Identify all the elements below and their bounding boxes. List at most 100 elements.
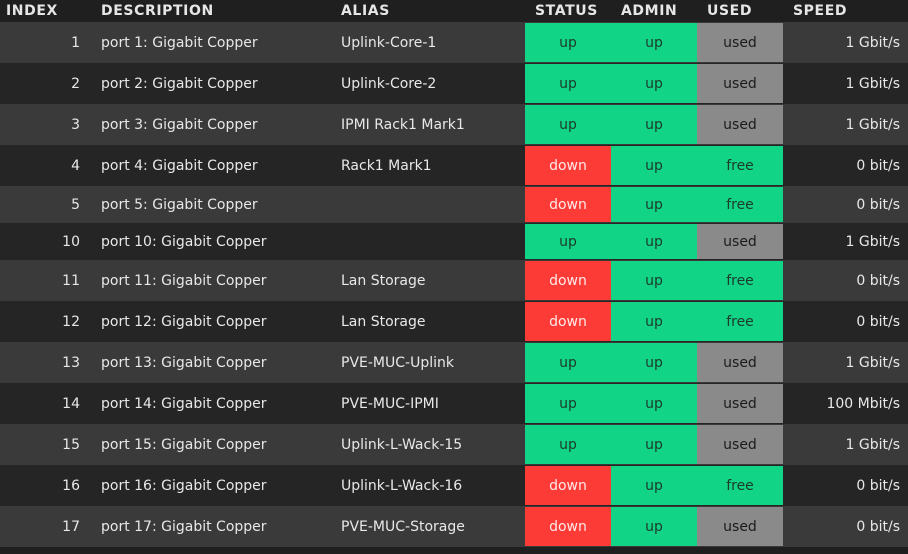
- port-alias: IPMI Rack1 Mark1: [341, 116, 465, 133]
- admin-badge: up: [611, 425, 697, 464]
- header-used[interactable]: USED: [707, 3, 753, 19]
- table-row[interactable]: 1 port 1: Gigabit Copper Uplink-Core-1 up up…: [0, 22, 908, 63]
- port-speed: 0 bit/s: [856, 477, 900, 494]
- port-speed: 0 bit/s: [856, 157, 900, 174]
- table-row[interactable]: 12 port 12: Gigabit Copper Lan Storage down…: [0, 301, 908, 342]
- port-description: port 17: Gigabit Copper: [101, 518, 267, 535]
- port-speed: 1 Gbit/s: [845, 436, 900, 453]
- header-index[interactable]: INDEX: [6, 3, 58, 19]
- admin-badge: up: [611, 466, 697, 505]
- table-row[interactable]: 13 port 13: Gigabit Copper PVE-MUC-Uplink u…: [0, 342, 908, 383]
- port-index: 14: [62, 395, 80, 412]
- port-speed: 100 Mbit/s: [826, 395, 900, 412]
- used-badge: used: [697, 507, 783, 546]
- table-row[interactable]: 5 port 5: Gigabit Copper down up free 0 bit/s: [0, 186, 908, 223]
- used-badge: used: [697, 224, 783, 259]
- admin-badge: up: [611, 105, 697, 144]
- port-alias: Uplink-L-Wack-15: [341, 436, 463, 453]
- table-header: INDEX DESCRIPTION ALIAS STATUS ADMIN USE…: [0, 0, 908, 22]
- header-alias[interactable]: ALIAS: [341, 3, 390, 19]
- table-row[interactable]: 16 port 16: Gigabit Copper Uplink-L-Wack-1…: [0, 465, 908, 506]
- table-row[interactable]: 10 port 10: Gigabit Copper up up used 1 Gbit/…: [0, 223, 908, 260]
- port-index: 10: [62, 233, 80, 250]
- port-index: 3: [71, 116, 80, 133]
- table-row[interactable]: 2 port 2: Gigabit Copper Uplink-Core-2 up up…: [0, 63, 908, 104]
- status-badge: up: [525, 64, 611, 103]
- admin-badge: up: [611, 146, 697, 185]
- status-badge: down: [525, 187, 611, 222]
- port-index: 12: [62, 313, 80, 330]
- table-row[interactable]: 11 port 11: Gigabit Copper Lan Storage down…: [0, 260, 908, 301]
- port-alias: Rack1 Mark1: [341, 157, 432, 174]
- port-description: port 4: Gigabit Copper: [101, 157, 258, 174]
- admin-badge: up: [611, 64, 697, 103]
- table-row[interactable]: 15 port 15: Gigabit Copper Uplink-L-Wack-1…: [0, 424, 908, 465]
- used-badge: used: [697, 343, 783, 382]
- port-speed: 0 bit/s: [856, 313, 900, 330]
- port-description: port 3: Gigabit Copper: [101, 116, 258, 133]
- status-badge: up: [525, 23, 611, 62]
- status-badge: down: [525, 466, 611, 505]
- used-badge: used: [697, 384, 783, 423]
- port-alias: [331, 223, 525, 260]
- port-alias: Lan Storage: [341, 313, 426, 330]
- port-description: port 15: Gigabit Copper: [101, 436, 267, 453]
- status-badge: down: [525, 261, 611, 300]
- admin-badge: up: [611, 507, 697, 546]
- port-speed: 0 bit/s: [856, 272, 900, 289]
- port-description: port 5: Gigabit Copper: [101, 196, 258, 213]
- admin-badge: up: [611, 343, 697, 382]
- port-alias: [331, 186, 525, 223]
- status-badge: down: [525, 302, 611, 341]
- header-status[interactable]: STATUS: [535, 3, 598, 19]
- status-badge: up: [525, 105, 611, 144]
- admin-badge: up: [611, 187, 697, 222]
- port-alias: PVE-MUC-Uplink: [341, 354, 454, 371]
- admin-badge: up: [611, 224, 697, 259]
- table-row[interactable]: 17 port 17: Gigabit Copper PVE-MUC-Storage…: [0, 506, 908, 547]
- port-index: 5: [71, 196, 80, 213]
- port-index: 4: [71, 157, 80, 174]
- table-row[interactable]: 4 port 4: Gigabit Copper Rack1 Mark1 down up…: [0, 145, 908, 186]
- port-description: port 14: Gigabit Copper: [101, 395, 267, 412]
- used-badge: free: [697, 146, 783, 185]
- port-index: 11: [62, 272, 80, 289]
- header-admin[interactable]: ADMIN: [621, 3, 678, 19]
- port-index: 2: [71, 75, 80, 92]
- port-speed: 1 Gbit/s: [845, 354, 900, 371]
- port-index: 17: [62, 518, 80, 535]
- port-speed: 0 bit/s: [856, 196, 900, 213]
- port-speed: 0 bit/s: [856, 518, 900, 535]
- port-speed: 1 Gbit/s: [845, 75, 900, 92]
- port-alias: Lan Storage: [341, 272, 426, 289]
- status-badge: down: [525, 146, 611, 185]
- status-badge: up: [525, 224, 611, 259]
- status-badge: up: [525, 384, 611, 423]
- used-badge: free: [697, 466, 783, 505]
- used-badge: used: [697, 425, 783, 464]
- header-description[interactable]: DESCRIPTION: [101, 3, 214, 19]
- table-row[interactable]: 14 port 14: Gigabit Copper PVE-MUC-IPMI up u…: [0, 383, 908, 424]
- port-speed: 1 Gbit/s: [845, 34, 900, 51]
- table-body: 1 port 1: Gigabit Copper Uplink-Core-1 up up…: [0, 22, 908, 547]
- used-badge: used: [697, 64, 783, 103]
- status-badge: up: [525, 343, 611, 382]
- port-description: port 1: Gigabit Copper: [101, 34, 258, 51]
- port-alias: PVE-MUC-Storage: [341, 518, 465, 535]
- status-badge: up: [525, 425, 611, 464]
- used-badge: used: [697, 23, 783, 62]
- port-alias: Uplink-Core-1: [341, 34, 437, 51]
- used-badge: free: [697, 187, 783, 222]
- port-speed: 1 Gbit/s: [845, 116, 900, 133]
- used-badge: used: [697, 105, 783, 144]
- port-index: 1: [71, 34, 80, 51]
- port-description: port 13: Gigabit Copper: [101, 354, 267, 371]
- port-description: port 12: Gigabit Copper: [101, 313, 267, 330]
- port-description: port 10: Gigabit Copper: [101, 233, 267, 250]
- port-description: port 16: Gigabit Copper: [101, 477, 267, 494]
- table-row[interactable]: 3 port 3: Gigabit Copper IPMI Rack1 Mark1 u…: [0, 104, 908, 145]
- port-alias: Uplink-L-Wack-16: [341, 477, 463, 494]
- header-speed[interactable]: SPEED: [793, 3, 848, 19]
- port-index: 13: [62, 354, 80, 371]
